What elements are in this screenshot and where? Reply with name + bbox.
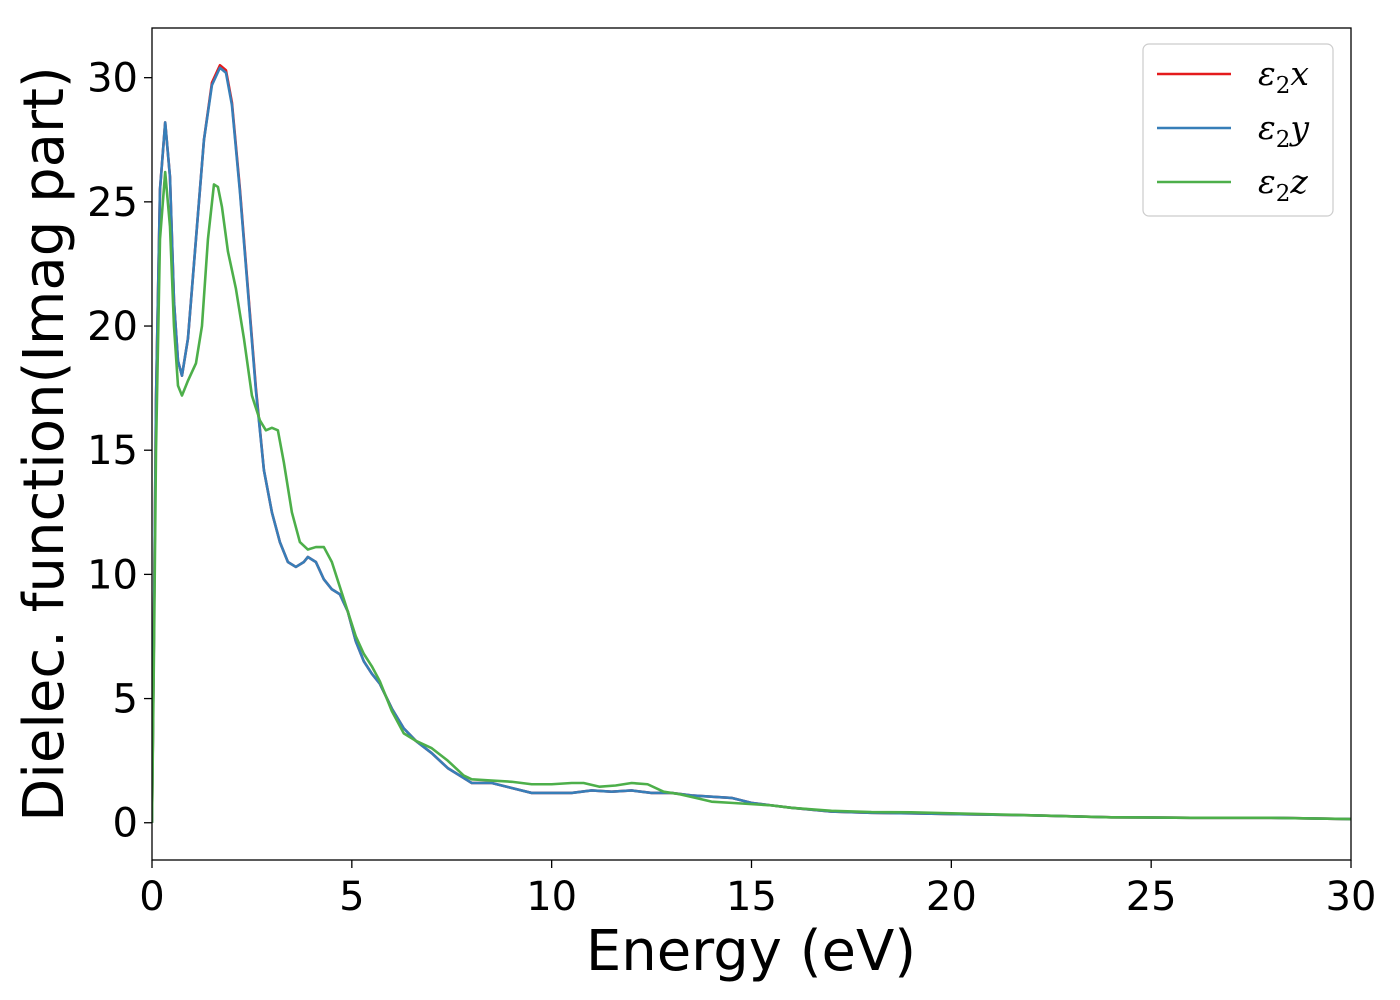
y-tick-label: 20 — [87, 304, 138, 350]
y-tick-label: 10 — [87, 552, 138, 598]
legend-label-component: y — [1288, 108, 1309, 147]
y-tick-label: 5 — [113, 677, 138, 723]
y-tick-label: 30 — [87, 56, 138, 102]
series-line-z — [152, 170, 1351, 823]
x-tick-label: 0 — [139, 874, 164, 920]
x-tick-label: 20 — [926, 874, 977, 920]
y-axis-ticks: 0 5 10 15 20 25 30 — [87, 56, 152, 847]
legend-label-subscript: 2 — [1276, 181, 1291, 207]
x-axis-ticks: 0 5 10 15 20 25 30 — [139, 860, 1376, 920]
legend-label-z: ε2z — [1258, 162, 1308, 207]
x-tick-label: 10 — [526, 874, 577, 920]
y-tick-label: 0 — [113, 801, 138, 847]
x-tick-label: 30 — [1326, 874, 1377, 920]
series-layer — [152, 63, 1351, 823]
legend-box — [1142, 43, 1334, 217]
y-axis-label: Dielec. function(Imag part) — [12, 66, 77, 822]
legend-label-y: ε2y — [1258, 108, 1309, 153]
legend-label-subscript: 2 — [1276, 73, 1291, 99]
y-tick-label: 15 — [87, 428, 138, 474]
legend-label-x: ε2x — [1258, 54, 1309, 99]
legend-label-base: ε — [1258, 108, 1276, 147]
legend-label-base: ε — [1258, 162, 1276, 201]
x-tick-label: 15 — [726, 874, 777, 920]
y-tick-label: 25 — [87, 180, 138, 226]
legend-label-component: z — [1289, 162, 1308, 201]
x-tick-label: 5 — [339, 874, 364, 920]
legend-label-base: ε — [1258, 54, 1276, 93]
legend-label-component: x — [1290, 54, 1309, 93]
x-tick-label: 25 — [1126, 874, 1177, 920]
x-axis-label: Energy (eV) — [586, 919, 916, 984]
legend-label-subscript: 2 — [1276, 127, 1291, 153]
